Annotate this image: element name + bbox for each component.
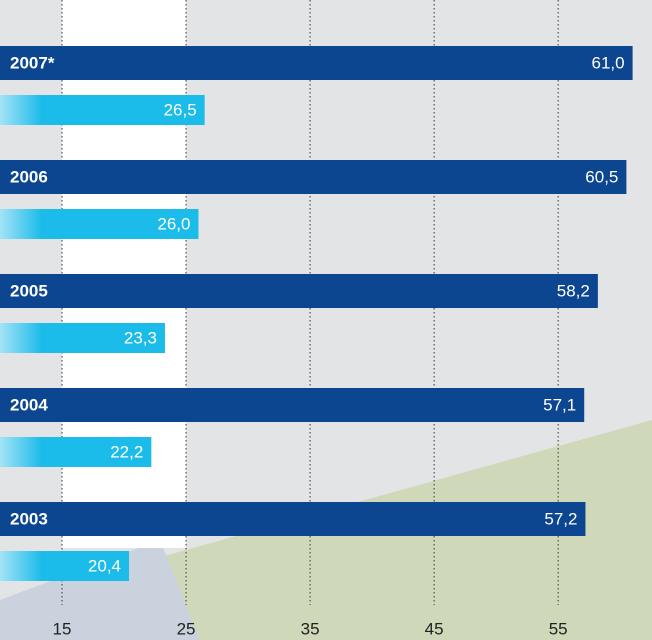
value-label: 22,2 [110, 442, 143, 461]
bar-fade [0, 551, 42, 581]
bar-fade [0, 209, 42, 239]
x-tick-label: 45 [425, 619, 444, 638]
value-label: 57,1 [543, 395, 576, 414]
x-tick-label: 55 [549, 619, 568, 638]
bar [0, 274, 598, 308]
bar-fade [0, 95, 42, 125]
value-label: 57,2 [544, 509, 577, 528]
banknote-decoration [0, 540, 200, 640]
bar-fade [0, 437, 42, 467]
category-label: 2003 [10, 509, 48, 528]
category-label: 2005 [10, 281, 48, 300]
bar [0, 160, 627, 194]
value-label: 26,5 [164, 100, 197, 119]
value-label: 23,3 [124, 328, 157, 347]
x-tick-label: 35 [301, 619, 320, 638]
value-label: 26,0 [157, 214, 190, 233]
value-label: 20,4 [88, 556, 121, 575]
x-tick-label: 15 [53, 619, 72, 638]
category-label: 2004 [10, 395, 48, 414]
x-tick-label: 25 [177, 619, 196, 638]
category-label: 2007* [10, 53, 55, 72]
value-label: 61,0 [592, 53, 625, 72]
value-label: 58,2 [557, 281, 590, 300]
bar [0, 502, 586, 536]
bar [0, 388, 585, 422]
value-label: 60,5 [585, 167, 618, 186]
category-label: 2006 [10, 167, 48, 186]
bar [0, 46, 633, 80]
bar-fade [0, 323, 42, 353]
